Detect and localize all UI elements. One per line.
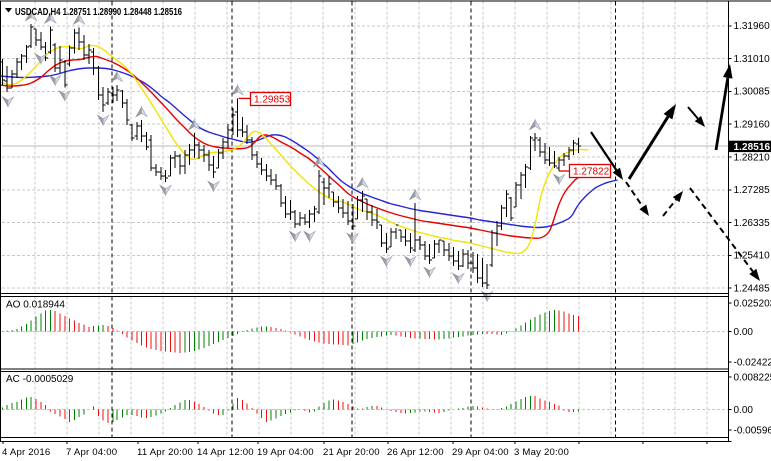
- svg-text:11 Apr 20:00: 11 Apr 20:00: [137, 447, 193, 458]
- svg-text:3 May 20:00: 3 May 20:00: [514, 447, 569, 458]
- svg-text:1.29160: 1.29160: [734, 120, 771, 131]
- svg-text:USDCAD,H4 1.28751 1.28990 1.2: USDCAD,H4 1.28751 1.28990 1.28448 1.2851…: [15, 7, 182, 18]
- svg-text:1.28210: 1.28210: [734, 152, 771, 163]
- svg-text:1.28516: 1.28516: [734, 142, 771, 153]
- svg-text:26 Apr 12:00: 26 Apr 12:00: [387, 447, 444, 458]
- svg-text:0.0082254: 0.0082254: [734, 372, 771, 383]
- svg-text:1.29853: 1.29853: [254, 95, 291, 106]
- svg-text:1.24485: 1.24485: [734, 284, 771, 295]
- svg-text:0.00: 0.00: [734, 327, 754, 338]
- svg-text:7 Apr 04:00: 7 Apr 04:00: [66, 447, 117, 458]
- svg-text:29 Apr 04:00: 29 Apr 04:00: [452, 447, 509, 458]
- svg-text:1.25410: 1.25410: [734, 251, 771, 262]
- svg-text:19 Apr 04:00: 19 Apr 04:00: [257, 447, 314, 458]
- svg-text:14 Apr 12:00: 14 Apr 12:00: [197, 447, 254, 458]
- svg-text:21 Apr 20:00: 21 Apr 20:00: [323, 447, 380, 458]
- svg-text:4 Apr 2016: 4 Apr 2016: [2, 447, 50, 458]
- svg-text:-0.02422: -0.02422: [734, 357, 771, 368]
- svg-text:1.31960: 1.31960: [734, 21, 771, 32]
- svg-text:1.30085: 1.30085: [734, 87, 771, 98]
- svg-text:1.27285: 1.27285: [734, 185, 771, 196]
- svg-text:AO 0.018944: AO 0.018944: [6, 300, 65, 311]
- svg-text:1.27822: 1.27822: [573, 167, 610, 178]
- svg-text:0.00: 0.00: [734, 405, 754, 416]
- svg-text:1.26335: 1.26335: [734, 218, 771, 229]
- svg-text:0.025203: 0.025203: [734, 298, 771, 309]
- svg-text:-0.005969: -0.005969: [734, 425, 771, 436]
- svg-text:AC -0.0005029: AC -0.0005029: [6, 374, 74, 385]
- svg-text:1.31010: 1.31010: [734, 54, 771, 65]
